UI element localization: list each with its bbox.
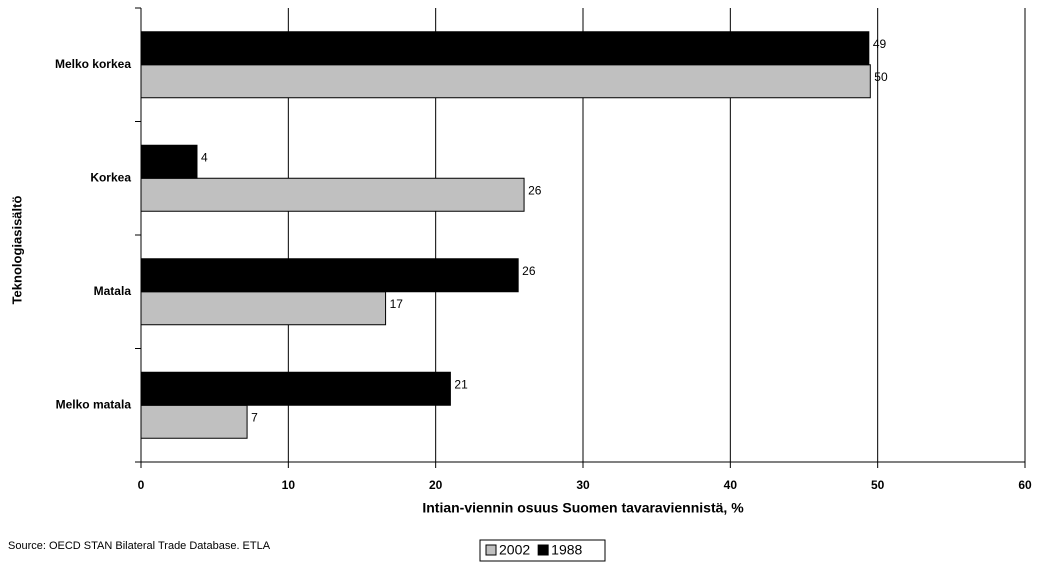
bar [140,31,870,66]
bar [140,291,387,326]
data-label: 17 [390,297,404,311]
data-label: 50 [874,70,888,84]
y-tick-label: Melko korkea [55,57,131,71]
x-tick-label: 20 [429,478,443,492]
data-label: 26 [528,183,542,197]
data-label: 7 [251,410,258,424]
bar [140,177,525,212]
x-axis-label: Intian-viennin osuus Suomen tavaravienni… [422,500,744,516]
legend-swatch [537,544,549,556]
bar [140,258,519,293]
y-tick-label: Matala [94,284,132,298]
x-tick-label: 30 [576,478,590,492]
x-tick-label: 60 [1018,478,1032,492]
y-axis-label: Teknologiasisältö [9,196,24,305]
y-tick-label: Melko matala [56,397,132,411]
bar [140,144,198,179]
data-label: 26 [522,264,536,278]
data-label: 4 [201,150,208,164]
x-tick-label: 0 [138,478,145,492]
source-note: Source: OECD STAN Bilateral Trade Databa… [8,540,271,552]
bar [140,371,451,406]
x-tick-label: 40 [724,478,738,492]
legend-label: 2002 [499,542,530,558]
legend-swatch [485,544,497,556]
x-tick-label: 10 [282,478,296,492]
x-tick-label: 50 [871,478,885,492]
legend-label: 1988 [551,542,582,558]
data-label: 49 [873,37,887,51]
data-label: 21 [454,377,468,391]
bar [140,404,248,439]
bar [140,64,871,99]
y-tick-label: Korkea [90,170,131,184]
